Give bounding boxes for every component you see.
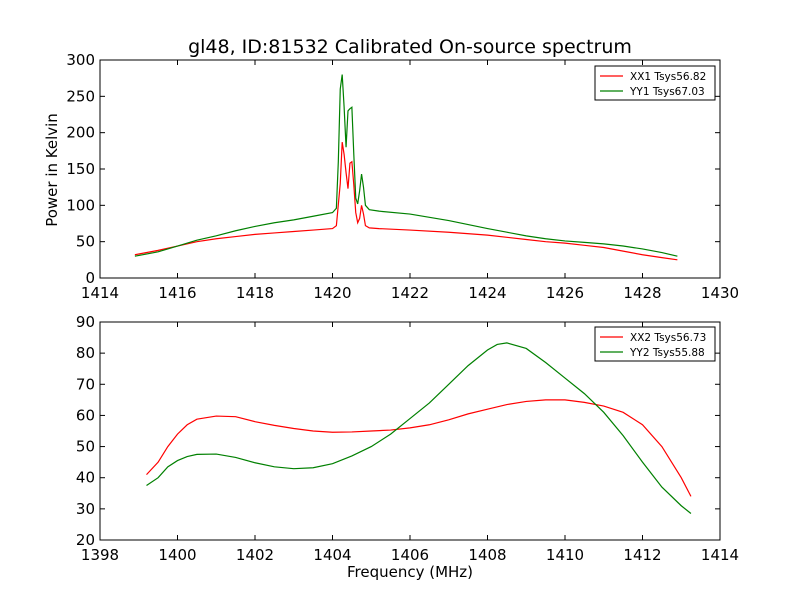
chart-2-ytick-label: 80 (76, 344, 95, 362)
chart-1-series-1-line (134, 142, 678, 261)
chart-2-xtick-label: 1410 (546, 546, 584, 564)
chart-2-ytick-label: 60 (76, 406, 95, 424)
chart-1-ytick-label: 50 (76, 233, 95, 251)
chart-1-legend-label-2: YY1 Tsys67.03 (629, 86, 705, 98)
chart-2-xtick-label: 1406 (391, 546, 429, 564)
chart-1-ytick-label: 150 (66, 160, 95, 178)
chart-2-xtick-label: 1412 (623, 546, 661, 564)
chart-1-xtick-label: 1426 (546, 284, 584, 302)
chart-1-legend-label-1: XX1 Tsys56.82 (630, 71, 706, 83)
chart-2-ytick-label: 30 (76, 500, 95, 518)
chart-1-ytick-label: 250 (66, 87, 95, 105)
chart-1-legend-box (594, 65, 716, 101)
chart-2-xtick-label: 1398 (81, 546, 119, 564)
chart-1-title: gl48, ID:81532 Calibrated On-source spec… (188, 36, 632, 58)
chart-2-plot: 1398 1400 1402 1404 1406 1408 1410 1412 1414 20 30… (76, 313, 739, 564)
chart-1-ytick-label: 300 (66, 51, 95, 69)
chart-1-xtick-label: 1418 (236, 284, 274, 302)
chart-2-xtick-label: 1400 (158, 546, 196, 564)
chart-1-xtick-label: 1424 (468, 284, 506, 302)
chart-2-xtick-label: 1414 (701, 546, 739, 564)
chart-2-ytick-label: 90 (76, 313, 95, 331)
chart-1-plot: 1414 1416 1418 1420 1422 1424 1426 1428 1430 0 50 1… (66, 51, 739, 302)
chart-1-xtick-label: 1416 (158, 284, 196, 302)
chart-2-xtick-label: 1408 (468, 546, 506, 564)
chart-1-ytick-label: 0 (85, 269, 95, 287)
chart-1-xtick-label: 1422 (391, 284, 429, 302)
chart-1-ytick-label: 200 (66, 124, 95, 142)
chart-2-ytick-label: 70 (76, 375, 95, 393)
chart-1-xtick-label: 1430 (701, 284, 739, 302)
chart-2-series-2-line (146, 342, 692, 514)
chart-2-legend: XX2 Tsys56.73 YY2 Tsys55.88 (594, 326, 716, 362)
chart-1-ylabel: Power in Kelvin (43, 113, 61, 227)
chart-2-xlabel: Frequency (MHz) (347, 563, 473, 581)
chart-2-legend-label-2: YY2 Tsys55.88 (629, 347, 705, 359)
chart-2-legend-label-1: XX2 Tsys56.73 (630, 332, 706, 344)
chart-2-ytick-label: 40 (76, 469, 95, 487)
chart-2-legend-box (594, 326, 716, 362)
chart-1-xtick-label: 1428 (623, 284, 661, 302)
chart-2-xtick-label: 1404 (313, 546, 351, 564)
chart-1-ytick-label: 100 (66, 196, 95, 214)
chart-2-ytick-label: 20 (76, 531, 95, 549)
chart-1-xtick-label: 1414 (81, 284, 119, 302)
chart-2-ytick-label: 50 (76, 438, 95, 456)
chart-2-xtick-label: 1402 (236, 546, 274, 564)
chart-1-series-2-line (134, 74, 678, 257)
chart-2-series-1-line (146, 399, 692, 497)
chart-1-xtick-label: 1420 (313, 284, 351, 302)
chart-1-legend: XX1 Tsys56.82 YY1 Tsys67.03 (594, 65, 716, 101)
